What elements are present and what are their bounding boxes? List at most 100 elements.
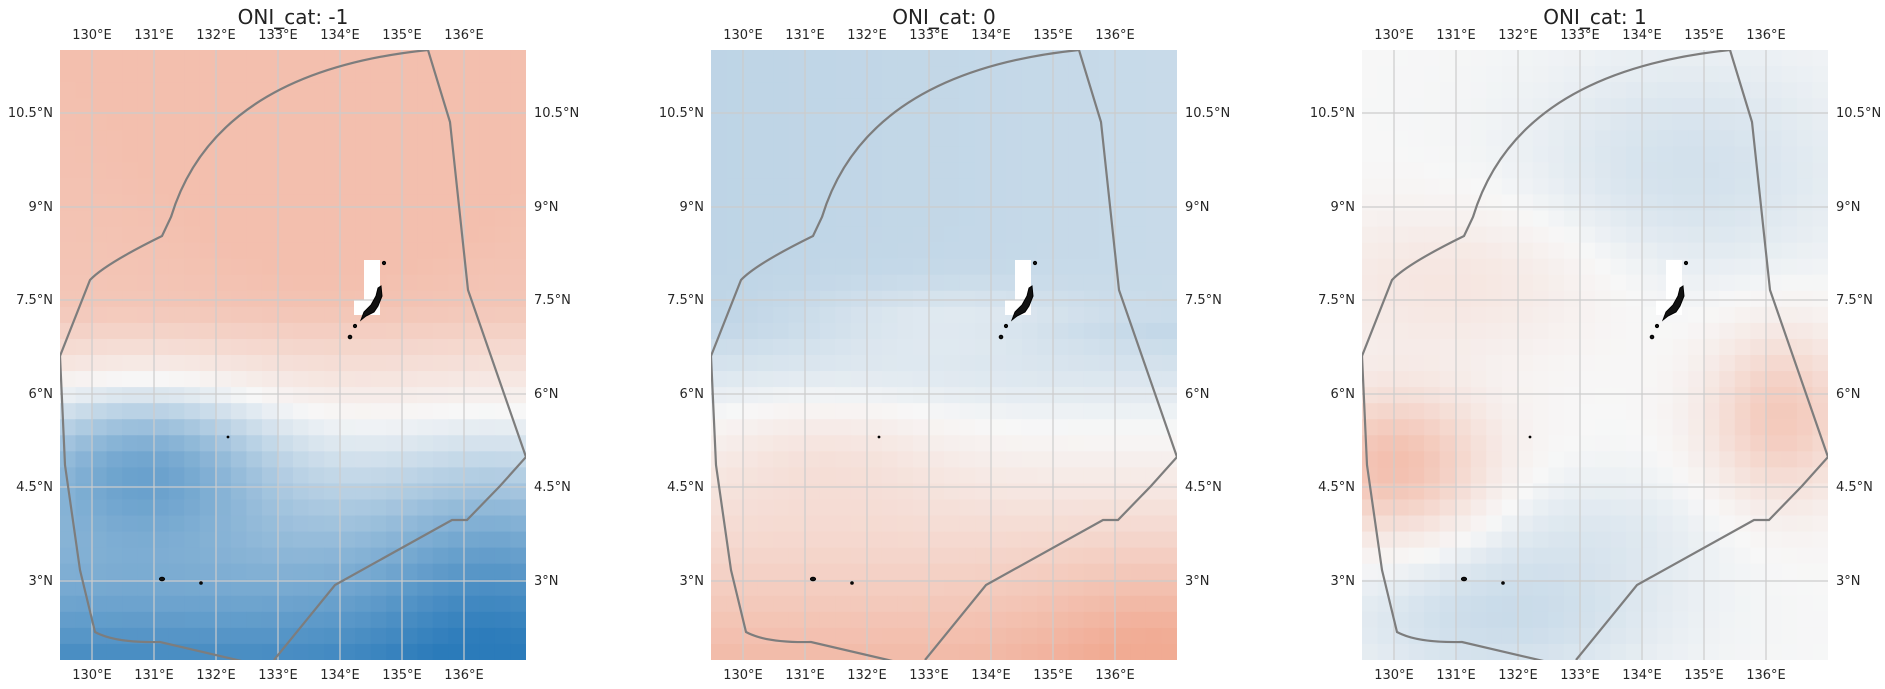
heatmap-cell	[1781, 50, 1798, 67]
heatmap-cell	[897, 306, 914, 324]
heatmap-cell	[1161, 290, 1177, 308]
heatmap-cell	[463, 82, 480, 99]
heatmap-cell	[975, 82, 992, 99]
heatmap-cell	[510, 579, 526, 597]
heatmap-cell	[1703, 627, 1720, 645]
heatmap-cell	[1781, 627, 1798, 645]
heatmap-cell	[246, 114, 263, 131]
heatmap-cell	[448, 274, 465, 292]
heatmap-cell	[386, 467, 403, 485]
heatmap-cell	[1734, 210, 1751, 228]
heatmap-cell	[1145, 114, 1163, 131]
heatmap-cell	[1641, 178, 1658, 196]
heatmap-cell	[1052, 419, 1069, 436]
heatmap-cell	[153, 306, 170, 324]
heatmap-cell	[1161, 242, 1177, 260]
islet	[352, 323, 358, 329]
heatmap-cell	[494, 435, 512, 452]
lon-tick-label: 134°E	[1622, 28, 1662, 43]
heatmap-cell	[494, 226, 512, 244]
heatmap-cell	[928, 338, 945, 356]
heatmap-cell	[726, 146, 743, 163]
heatmap-cell	[1130, 242, 1147, 260]
heatmap-cell	[339, 66, 356, 83]
heatmap-cell	[277, 403, 294, 420]
heatmap-cell	[1114, 338, 1131, 356]
heatmap-cell	[1130, 162, 1147, 180]
heatmap-cell	[711, 258, 728, 276]
heatmap-cell	[1781, 435, 1798, 452]
heatmap-cell	[757, 274, 774, 292]
heatmap-cell	[928, 579, 945, 597]
heatmap-cell	[912, 579, 930, 597]
heatmap-cell	[1796, 451, 1814, 468]
heatmap-cell	[819, 146, 836, 163]
heatmap-cell	[711, 451, 728, 468]
heatmap-cell	[928, 563, 945, 581]
heatmap-cell	[75, 563, 92, 581]
heatmap-cell	[1083, 258, 1100, 276]
heatmap-cell	[1579, 451, 1596, 468]
heatmap-cell	[1006, 338, 1023, 356]
heatmap-cell	[1812, 403, 1828, 420]
heatmap-cell	[1486, 355, 1503, 372]
heatmap-cell	[261, 563, 279, 581]
heatmap-cell	[168, 98, 185, 115]
heatmap-cell	[742, 194, 759, 212]
heatmap-cell	[959, 595, 976, 613]
heatmap-cell	[168, 611, 185, 629]
heatmap-cell	[928, 595, 945, 613]
heatmap-cell	[184, 98, 201, 115]
heatmap-cell	[308, 611, 325, 629]
heatmap-cell	[1719, 451, 1736, 468]
heatmap-cell	[866, 242, 883, 260]
heatmap-cell	[912, 114, 930, 131]
lon-tick-label: 133°E	[909, 668, 949, 683]
heatmap-cell	[137, 258, 154, 276]
heatmap-cell	[1750, 435, 1767, 452]
lon-tick-label: 132°E	[1498, 28, 1538, 43]
heatmap-cell	[432, 419, 449, 436]
heatmap-cell	[1393, 194, 1410, 212]
heatmap-cell	[1719, 290, 1736, 308]
heatmap-cell	[1610, 130, 1627, 147]
heatmap-cell	[1006, 531, 1023, 549]
heatmap-cell	[1703, 226, 1720, 244]
heatmap-cell	[1517, 98, 1534, 115]
heatmap-cell	[1501, 531, 1518, 549]
heatmap-cell	[1037, 258, 1054, 276]
heatmap-cell	[1719, 403, 1736, 420]
heatmap-cell	[1626, 451, 1643, 468]
heatmap-cell	[463, 403, 480, 420]
heatmap-cell	[1408, 387, 1425, 404]
heatmap-cell	[1812, 499, 1828, 517]
heatmap-cell	[479, 226, 496, 244]
heatmap-cell	[1083, 547, 1100, 565]
heatmap-cell	[324, 483, 341, 501]
heatmap-cell	[230, 338, 247, 356]
lat-ticks-left: 10.5°N9°N7.5°N6°N4.5°N3°N	[1310, 106, 1355, 589]
heatmap-cell	[1563, 579, 1581, 597]
heatmap-cell	[897, 627, 914, 645]
heatmap-cell	[1657, 146, 1674, 163]
heatmap-cell	[277, 290, 294, 308]
heatmap-cell	[1145, 178, 1163, 196]
heatmap-cell	[1021, 130, 1038, 147]
heatmap-cell	[1145, 371, 1163, 388]
heatmap-cell	[773, 355, 790, 372]
heatmap-cell	[122, 322, 139, 340]
heatmap-cell	[370, 82, 387, 99]
heatmap-cell	[199, 563, 216, 581]
heatmap-cell	[1486, 242, 1503, 260]
heatmap-cell	[75, 355, 92, 372]
heatmap-cell	[324, 98, 341, 115]
heatmap-cell	[1439, 210, 1456, 228]
heatmap-cell	[1734, 467, 1751, 485]
heatmap-cell	[75, 194, 92, 212]
heatmap-cell	[199, 98, 216, 115]
heatmap-cell	[137, 178, 154, 196]
heatmap-cell	[479, 579, 496, 597]
heatmap-cell	[1068, 451, 1085, 468]
heatmap-cell	[1408, 322, 1425, 340]
heatmap-cell	[1362, 258, 1379, 276]
